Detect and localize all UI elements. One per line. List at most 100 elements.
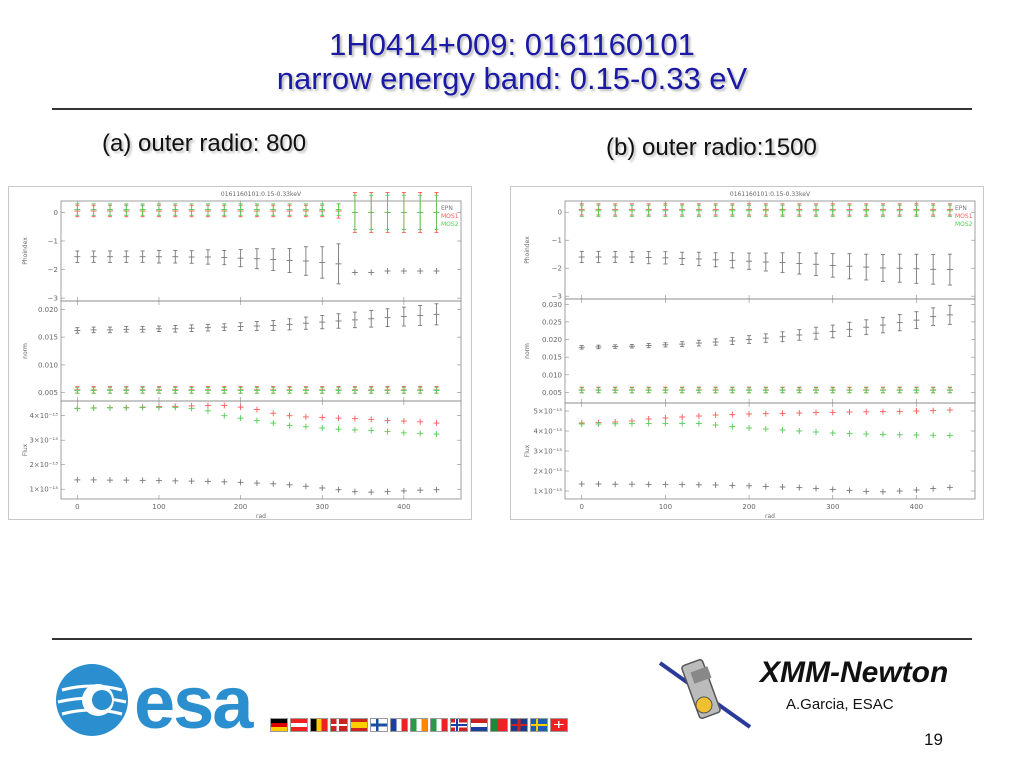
data-point-mos2 xyxy=(237,387,244,394)
data-point-epn xyxy=(645,481,652,488)
y-tick-label: −1 xyxy=(48,238,58,246)
data-point-epn xyxy=(351,488,358,495)
y-tick-label: −2 xyxy=(552,265,562,273)
data-point-epn xyxy=(829,324,836,339)
data-point-mos2 xyxy=(679,387,686,394)
data-point-mos2 xyxy=(896,204,903,217)
data-point-epn xyxy=(270,248,277,271)
data-point-epn xyxy=(863,488,870,495)
data-point-mos2 xyxy=(286,422,293,429)
x-tick-label: 0 xyxy=(580,503,584,511)
data-point-epn xyxy=(946,253,953,286)
data-point-epn xyxy=(746,482,753,489)
data-point-mos1 xyxy=(896,408,903,415)
xmm-satellite-icon xyxy=(658,659,752,729)
chart-a: 0161160101:0.15-0.33keV Phoindex 0 −1 −2 −3 no… xyxy=(22,191,462,519)
data-point-epn xyxy=(662,251,669,265)
y-axis-label: norm xyxy=(22,343,29,359)
data-point-mos2 xyxy=(695,204,702,217)
y-tick-label: 0.005 xyxy=(542,389,562,397)
subplot-frame xyxy=(60,400,462,500)
data-point-mos1 xyxy=(762,410,769,417)
data-point-mos2 xyxy=(645,387,652,394)
data-point-mos1 xyxy=(270,410,277,417)
data-point-epn xyxy=(578,345,585,350)
flag-sweden-icon xyxy=(530,718,548,732)
subtitle-a: (a) outer radio: 800 xyxy=(102,130,307,157)
data-point-epn xyxy=(188,250,195,264)
y-tick-label: 2×10⁻¹³ xyxy=(533,468,562,476)
data-point-epn xyxy=(351,311,358,329)
data-point-mos2 xyxy=(662,387,669,394)
data-point-mos2 xyxy=(595,387,602,394)
data-point-mos2 xyxy=(270,420,277,427)
data-point-mos1 xyxy=(729,411,736,418)
data-point-mos1 xyxy=(319,414,326,421)
data-point-mos2 xyxy=(319,203,326,216)
data-point-epn xyxy=(253,248,260,270)
data-point-epn xyxy=(237,249,244,268)
data-point-mos2 xyxy=(746,425,753,431)
data-point-mos2 xyxy=(400,429,407,436)
data-point-mos2 xyxy=(368,427,375,434)
data-point-mos2 xyxy=(335,426,342,433)
data-point-mos2 xyxy=(433,194,440,231)
esa-globe-icon xyxy=(56,664,128,736)
data-point-mos2 xyxy=(188,387,195,394)
data-point-mos2 xyxy=(270,387,277,394)
data-point-epn xyxy=(863,253,870,281)
data-point-mos2 xyxy=(879,204,886,217)
chart-panel-a: 0161160101:0.15-0.33keV Phoindex 0 −1 −2 −3 no… xyxy=(8,186,472,520)
data-point-mos2 xyxy=(221,412,228,419)
data-point-epn xyxy=(829,253,836,278)
data-point-mos2 xyxy=(335,203,342,216)
data-point-mos2 xyxy=(204,387,211,394)
data-point-epn xyxy=(595,344,602,350)
flag-italy-icon xyxy=(430,718,448,732)
data-point-epn xyxy=(896,488,903,494)
legend-item: MOS1 xyxy=(441,213,459,220)
data-point-epn xyxy=(286,481,293,488)
y-tick-label: 0.020 xyxy=(542,336,562,344)
data-point-mos2 xyxy=(879,387,886,394)
data-point-mos2 xyxy=(595,204,602,217)
data-point-mos2 xyxy=(913,432,920,438)
legend-item: EPN xyxy=(955,205,967,212)
data-point-epn xyxy=(846,253,853,280)
x-tick-label: 300 xyxy=(316,503,329,511)
data-point-mos2 xyxy=(351,387,358,394)
data-point-epn xyxy=(433,303,440,326)
data-point-epn xyxy=(746,252,753,270)
y-axis-label: Phoindex xyxy=(22,237,29,265)
data-point-mos2 xyxy=(913,204,920,217)
legend-item: EPN xyxy=(441,205,453,212)
data-point-mos1 xyxy=(253,406,260,413)
data-point-epn xyxy=(896,253,903,283)
data-point-mos2 xyxy=(204,203,211,216)
flag-austria-icon xyxy=(290,718,308,732)
data-point-mos2 xyxy=(746,204,753,217)
data-point-epn xyxy=(729,482,736,489)
member-flags xyxy=(270,718,568,732)
data-point-mos1 xyxy=(779,410,786,417)
y-tick-label: 0.010 xyxy=(542,371,562,379)
data-point-mos2 xyxy=(729,387,736,394)
y-tick-label: 4×10⁻¹³ xyxy=(533,428,562,436)
data-point-epn xyxy=(779,252,786,273)
data-point-mos2 xyxy=(913,387,920,394)
data-point-epn xyxy=(879,488,886,495)
data-point-mos1 xyxy=(746,411,753,417)
flag-denmark-icon xyxy=(330,718,348,732)
data-point-mos2 xyxy=(302,203,309,216)
y-tick-label: 3×10⁻¹³ xyxy=(29,437,58,445)
data-point-mos2 xyxy=(762,204,769,217)
data-point-mos1 xyxy=(384,417,391,424)
data-point-mos2 xyxy=(829,387,836,394)
data-point-mos1 xyxy=(204,402,211,409)
x-tick-label: 200 xyxy=(234,503,247,511)
data-point-mos1 xyxy=(879,408,886,415)
data-point-epn xyxy=(253,480,260,487)
data-point-mos2 xyxy=(74,387,81,394)
data-point-epn xyxy=(335,313,342,329)
data-point-mos2 xyxy=(302,387,309,394)
